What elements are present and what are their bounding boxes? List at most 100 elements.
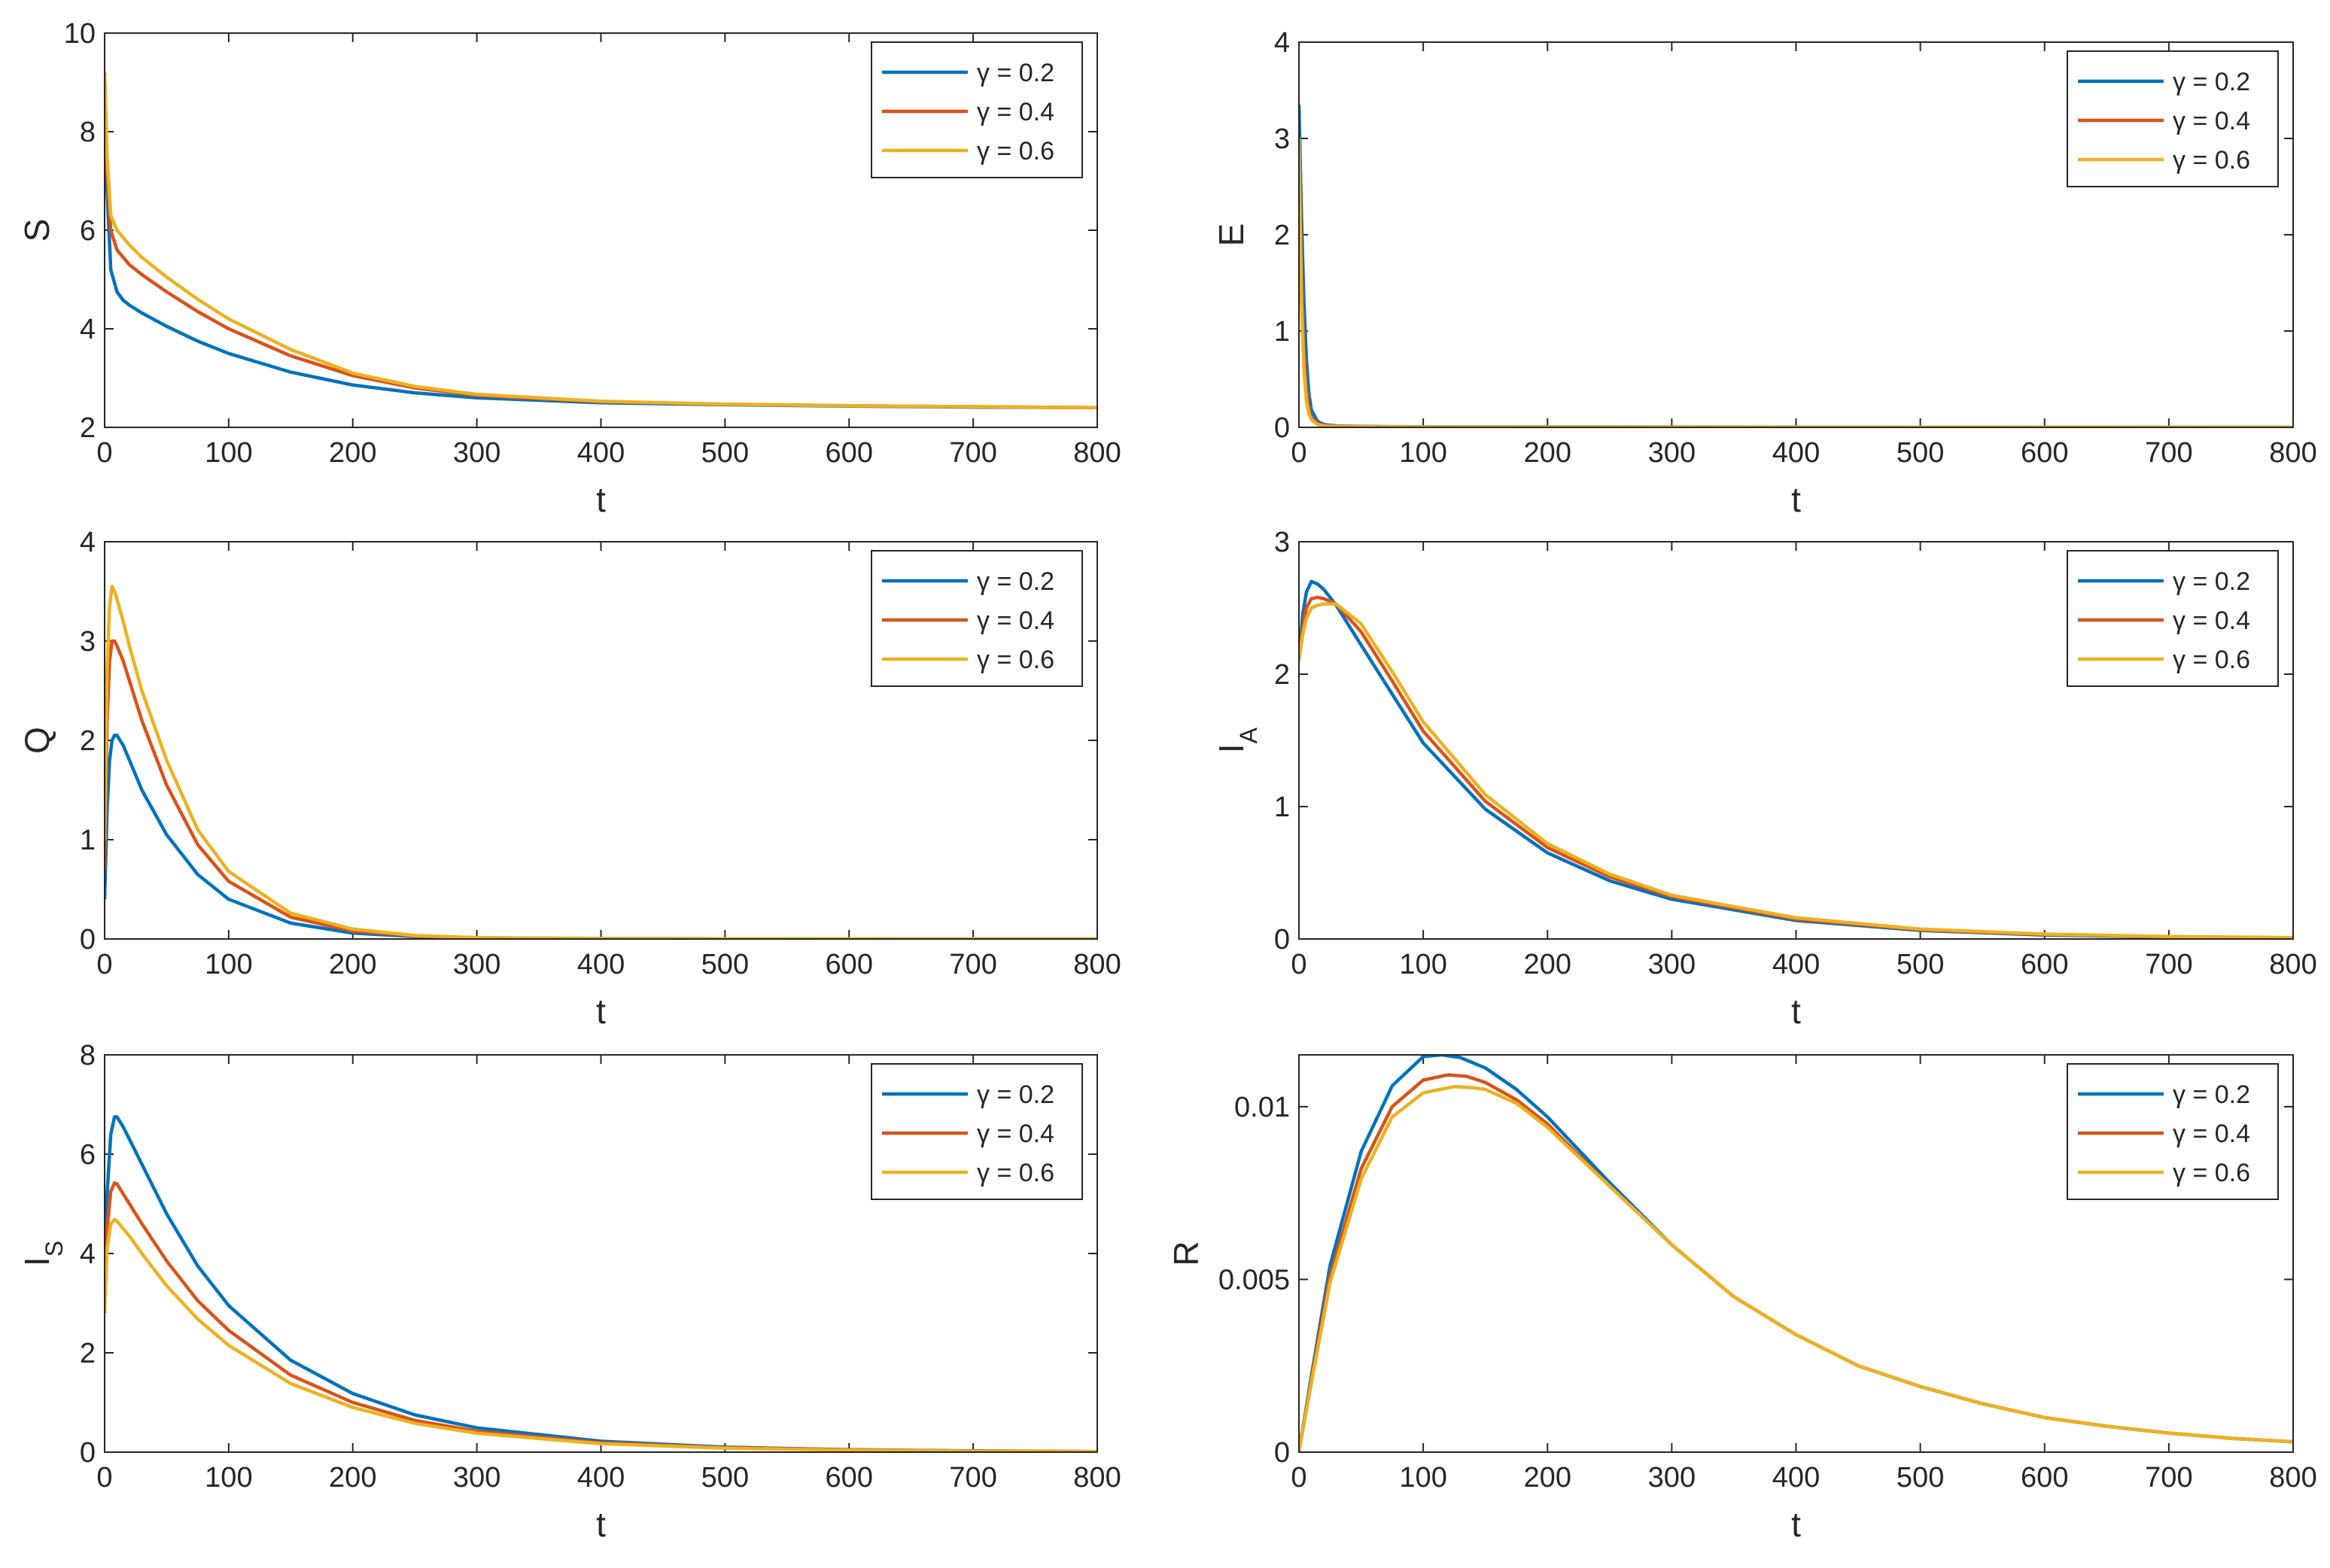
y-axis-label: S bbox=[17, 219, 56, 242]
x-tick-label: 600 bbox=[826, 949, 873, 980]
x-tick-label: 0 bbox=[96, 437, 112, 469]
x-tick-label: 300 bbox=[1648, 437, 1696, 469]
legend-label-2: γ = 0.4 bbox=[977, 98, 1054, 126]
y-tick-label: 2 bbox=[1274, 220, 1290, 251]
x-tick-label: 800 bbox=[2269, 1462, 2316, 1494]
series-line-3 bbox=[1299, 1084, 2293, 1452]
x-tick-label: 400 bbox=[1772, 437, 1820, 469]
y-axis-label-subscript: S bbox=[41, 1241, 68, 1257]
x-tick-label: 100 bbox=[1399, 437, 1446, 469]
x-tick-label: 100 bbox=[205, 437, 252, 469]
x-axis-label: t bbox=[596, 480, 606, 519]
legend-label-3: γ = 0.6 bbox=[977, 1159, 1054, 1187]
legend-label-2: γ = 0.4 bbox=[977, 1120, 1054, 1148]
x-tick-label: 700 bbox=[949, 949, 996, 980]
x-tick-label: 700 bbox=[2145, 437, 2192, 469]
x-axis-label: t bbox=[596, 992, 606, 1031]
x-tick-label: 100 bbox=[205, 1462, 252, 1494]
plot-frame bbox=[1298, 1054, 2294, 1453]
legend: γ = 0.2 γ = 0.4 γ = 0.6 bbox=[871, 550, 1083, 687]
x-tick-label: 700 bbox=[949, 437, 996, 469]
x-tick-label: 400 bbox=[1772, 1462, 1820, 1494]
y-axis-label: Q bbox=[17, 727, 56, 754]
y-tick-label: 0 bbox=[1274, 1437, 1290, 1469]
y-tick-label: 2 bbox=[80, 725, 96, 757]
x-tick-label: 500 bbox=[701, 437, 749, 469]
y-tick-label: 0.005 bbox=[1218, 1264, 1290, 1296]
x-tick-label: 600 bbox=[2021, 949, 2068, 980]
y-tick-label: 0 bbox=[1274, 924, 1290, 956]
legend-label-1: γ = 0.2 bbox=[977, 59, 1054, 87]
y-tick-label: 2 bbox=[80, 1338, 96, 1369]
y-axis-label: R bbox=[1167, 1241, 1206, 1266]
panel-R: 0 100 200 300 400 500 600 700 800 0 0.005 0.01 t Rγ =… bbox=[1167, 1054, 2317, 1544]
y-tick-label: 1 bbox=[1274, 316, 1290, 348]
x-tick-label: 400 bbox=[577, 437, 625, 469]
x-tick-label: 400 bbox=[1772, 949, 1820, 980]
y-tick-label: 8 bbox=[80, 117, 96, 148]
x-tick-label: 300 bbox=[453, 437, 500, 469]
plot-frame bbox=[1298, 541, 2294, 940]
x-axis-label: t bbox=[1791, 992, 1801, 1031]
x-axis-label: t bbox=[596, 1505, 606, 1544]
x-tick-label: 800 bbox=[1073, 949, 1121, 980]
legend-label-1: γ = 0.2 bbox=[2173, 567, 2250, 596]
x-tick-label: 500 bbox=[1897, 1462, 1944, 1494]
x-tick-label: 500 bbox=[701, 1462, 749, 1494]
y-tick-label: 0.01 bbox=[1234, 1092, 1290, 1123]
y-tick-label: 2 bbox=[80, 412, 96, 444]
legend-box bbox=[871, 41, 1083, 178]
x-tick-label: 200 bbox=[1524, 437, 1571, 469]
x-tick-label: 800 bbox=[1073, 1462, 1121, 1494]
legend-label-2: γ = 0.4 bbox=[2173, 606, 2250, 635]
y-tick-label: 1 bbox=[1274, 792, 1290, 823]
legend-label-3: γ = 0.6 bbox=[977, 646, 1054, 674]
y-tick-label: 0 bbox=[80, 1437, 96, 1469]
x-tick-label: 500 bbox=[1897, 949, 1944, 980]
x-tick-label: 300 bbox=[453, 949, 500, 980]
plot-frame bbox=[104, 541, 1098, 940]
x-tick-label: 500 bbox=[1897, 437, 1944, 469]
x-tick-label: 600 bbox=[2021, 437, 2068, 469]
y-axis-label: E bbox=[1212, 223, 1251, 247]
x-tick-label: 0 bbox=[1291, 1462, 1306, 1494]
legend-label-2: γ = 0.4 bbox=[2173, 107, 2250, 135]
x-tick-label: 500 bbox=[701, 949, 749, 980]
legend-label-1: γ = 0.2 bbox=[977, 567, 1054, 596]
x-tick-label: 200 bbox=[329, 437, 376, 469]
x-tick-label: 100 bbox=[1399, 1462, 1446, 1494]
x-tick-label: 200 bbox=[1524, 1462, 1571, 1494]
series-line-3 bbox=[1299, 602, 2293, 939]
legend-label-2: γ = 0.4 bbox=[977, 606, 1054, 635]
x-tick-label: 600 bbox=[2021, 1462, 2068, 1494]
x-tick-label: 400 bbox=[577, 1462, 625, 1494]
x-tick-label: 800 bbox=[1073, 437, 1121, 469]
y-tick-label: 6 bbox=[80, 1139, 96, 1171]
legend: γ = 0.2 γ = 0.4 γ = 0.6 bbox=[2067, 550, 2279, 687]
x-tick-label: 100 bbox=[1399, 949, 1446, 980]
y-tick-label: 4 bbox=[1274, 27, 1290, 59]
y-tick-label: 8 bbox=[80, 1040, 96, 1071]
y-tick-label: 4 bbox=[80, 314, 96, 345]
legend-label-1: γ = 0.2 bbox=[2173, 68, 2250, 96]
x-tick-label: 100 bbox=[205, 949, 252, 980]
panel-IS: 0 100 200 300 400 500 600 700 800 0 2 4 6 8 t IS γ = 0.2… bbox=[17, 1040, 1121, 1544]
y-tick-label: 10 bbox=[64, 18, 96, 50]
legend-label-3: γ = 0.6 bbox=[2173, 1159, 2250, 1187]
y-tick-label: 0 bbox=[1274, 412, 1290, 444]
y-tick-label: 3 bbox=[1274, 527, 1290, 558]
x-tick-label: 800 bbox=[2269, 949, 2316, 980]
legend: γ = 0.2 γ = 0.4 γ = 0.6 bbox=[2067, 50, 2279, 187]
legend-label-3: γ = 0.6 bbox=[977, 137, 1054, 166]
legend-label-2: γ = 0.4 bbox=[2173, 1120, 2250, 1148]
legend-label-3: γ = 0.6 bbox=[2173, 146, 2250, 175]
x-tick-label: 700 bbox=[949, 1462, 996, 1494]
x-tick-label: 200 bbox=[329, 949, 376, 980]
plot-frame bbox=[104, 32, 1098, 428]
x-tick-label: 300 bbox=[1648, 949, 1696, 980]
series-line-3 bbox=[105, 1217, 1097, 1452]
y-tick-label: 1 bbox=[80, 825, 96, 856]
